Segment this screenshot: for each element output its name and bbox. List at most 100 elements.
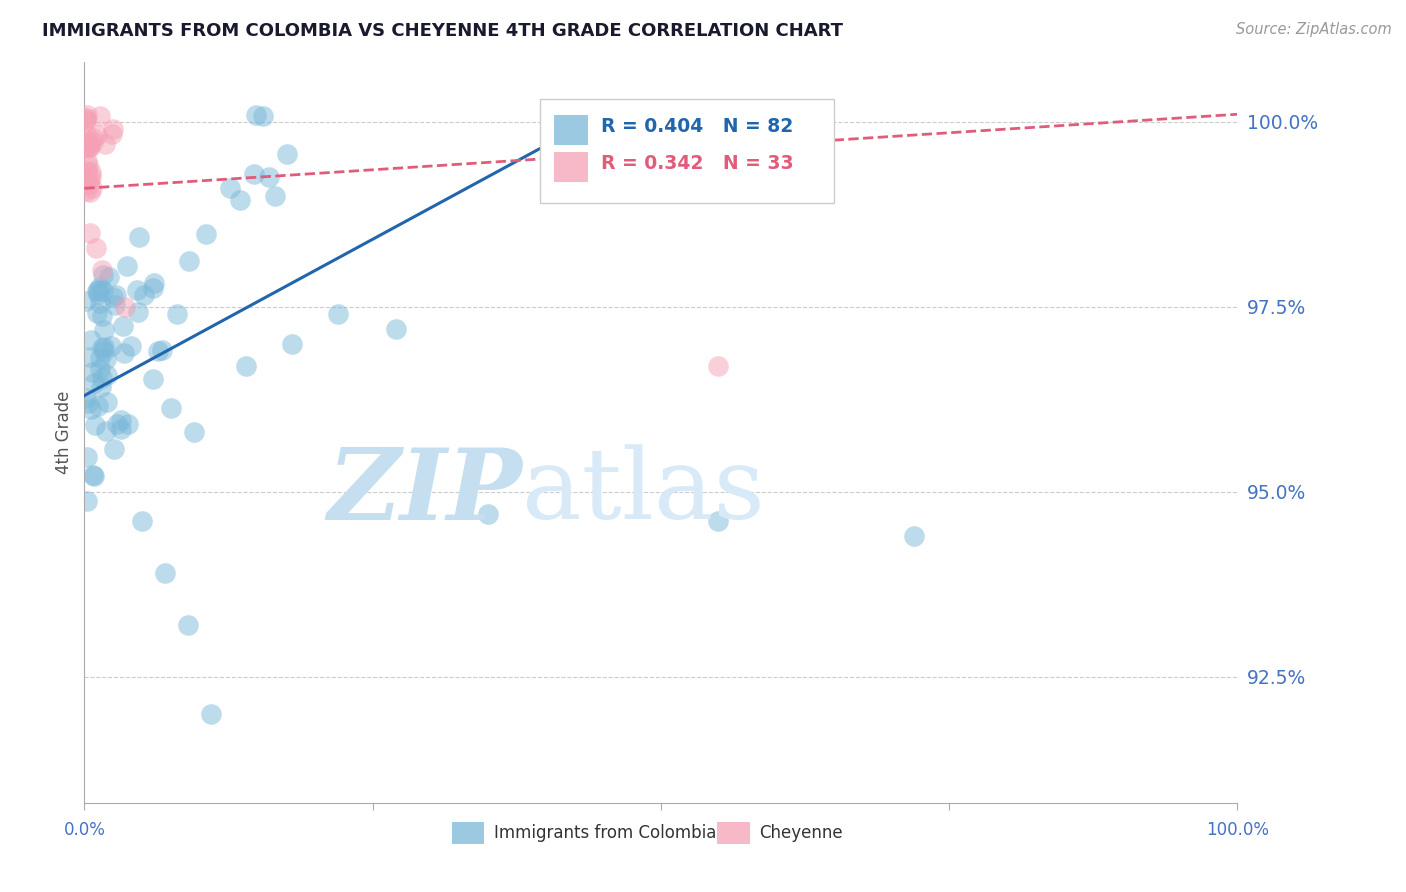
Point [93, 136, 115, 151]
Point [91, 284, 114, 298]
Point [142, 281, 165, 295]
Point [83, 468, 105, 483]
Point [112, 346, 135, 360]
Text: Immigrants from Colombia: Immigrants from Colombia [494, 824, 716, 842]
Text: R = 0.342   N = 33: R = 0.342 N = 33 [600, 154, 793, 173]
Point [76, 108, 98, 122]
Point [94, 425, 117, 439]
Point [150, 343, 173, 358]
Point [75, 293, 97, 308]
Point [177, 254, 200, 268]
Point [90, 380, 112, 394]
Point [82, 468, 104, 483]
Point [477, 507, 499, 521]
Point [103, 122, 125, 136]
Point [76, 154, 98, 169]
Text: R = 0.404   N = 82: R = 0.404 N = 82 [600, 118, 793, 136]
Point [89, 351, 111, 365]
Point [146, 344, 169, 359]
FancyBboxPatch shape [554, 152, 588, 182]
Point [103, 442, 125, 456]
Point [94, 351, 117, 366]
Point [384, 322, 406, 336]
Point [75, 391, 97, 405]
Point [90, 371, 112, 385]
Point [75, 184, 97, 198]
Point [128, 230, 150, 244]
Point [82, 130, 104, 145]
Point [153, 566, 176, 581]
Point [707, 515, 730, 529]
Point [75, 112, 97, 126]
Point [104, 298, 127, 312]
Point [76, 494, 98, 508]
Point [252, 109, 274, 123]
Point [93, 343, 115, 358]
Point [125, 284, 148, 298]
Point [84, 418, 107, 433]
Point [131, 515, 153, 529]
Point [115, 259, 138, 273]
Point [89, 279, 111, 293]
Point [79, 186, 101, 200]
Point [75, 127, 97, 141]
Point [235, 359, 257, 373]
Point [96, 395, 118, 409]
Point [114, 300, 136, 314]
Point [142, 276, 165, 290]
Point [80, 402, 103, 417]
Point [89, 296, 111, 310]
Point [243, 167, 266, 181]
Text: IMMIGRANTS FROM COLOMBIA VS CHEYENNE 4TH GRADE CORRELATION CHART: IMMIGRANTS FROM COLOMBIA VS CHEYENNE 4TH… [42, 22, 844, 40]
Text: Cheyenne: Cheyenne [759, 824, 842, 842]
Point [77, 157, 100, 171]
Point [91, 309, 114, 323]
Point [200, 706, 222, 721]
Point [75, 140, 97, 154]
Y-axis label: 4th Grade: 4th Grade [55, 391, 73, 475]
Text: Source: ZipAtlas.com: Source: ZipAtlas.com [1236, 22, 1392, 37]
Point [79, 226, 101, 240]
Point [86, 284, 108, 298]
Point [120, 339, 142, 353]
Point [264, 188, 287, 202]
Point [79, 165, 101, 179]
Point [177, 618, 200, 632]
Point [83, 376, 105, 391]
Point [112, 319, 135, 334]
Point [87, 283, 110, 297]
Point [79, 140, 101, 154]
Point [80, 169, 103, 183]
Point [82, 135, 104, 149]
Point [76, 450, 98, 465]
Point [276, 146, 298, 161]
Point [84, 241, 107, 255]
Point [127, 304, 149, 318]
Point [93, 323, 115, 337]
Point [101, 128, 124, 142]
Point [80, 365, 103, 379]
Point [77, 140, 100, 154]
Point [75, 111, 97, 125]
Point [87, 287, 110, 301]
Point [86, 128, 108, 142]
Point [75, 113, 97, 128]
Point [77, 136, 100, 150]
Point [132, 288, 155, 302]
Point [105, 417, 128, 431]
Point [219, 181, 242, 195]
FancyBboxPatch shape [554, 115, 588, 145]
Point [166, 307, 188, 321]
Text: atlas: atlas [523, 444, 765, 540]
Point [105, 288, 128, 302]
Point [183, 425, 205, 439]
Point [245, 108, 267, 122]
Point [90, 262, 112, 277]
Point [90, 341, 112, 355]
Point [110, 413, 132, 427]
Point [100, 339, 122, 353]
Point [80, 333, 103, 347]
Point [903, 529, 925, 543]
Point [257, 170, 280, 185]
FancyBboxPatch shape [717, 822, 749, 844]
